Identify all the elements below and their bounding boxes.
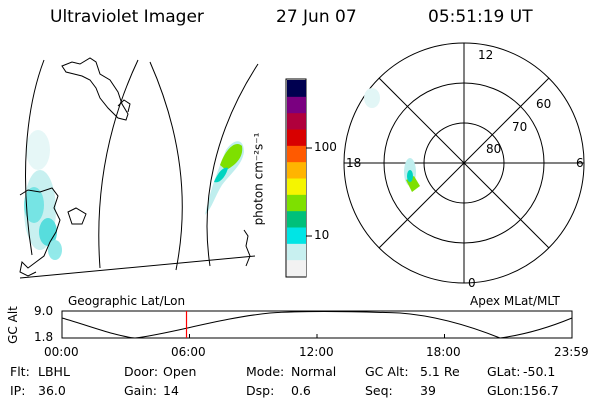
info-value: Normal <box>291 364 337 379</box>
altitude-xtick: 00:00 <box>44 345 79 359</box>
coastline-antarctica <box>19 187 61 277</box>
mlt-label-18: 18 <box>346 156 362 170</box>
altitude-curve <box>61 311 573 339</box>
info-value: 156.7 <box>523 383 559 398</box>
info-value: Open <box>163 364 197 379</box>
colorbar-step <box>287 178 306 195</box>
info-value: 5.1 Re <box>420 364 460 379</box>
colorbar-step <box>287 194 306 212</box>
mlt-label-12: 12 <box>478 48 494 62</box>
mlt-label-6: 6 <box>576 156 584 170</box>
geographic-map-label: Geographic Lat/Lon <box>68 294 186 308</box>
info-value: -50.1 <box>523 364 556 379</box>
colorbar-step <box>287 80 306 97</box>
colorbar-step <box>287 259 306 277</box>
uv-emission-polar <box>364 88 420 192</box>
info-label: Gain: <box>124 383 157 398</box>
altitude-ytick-high: 9.0 <box>34 304 54 318</box>
colorbar-unit-label: photon cm⁻²s⁻¹ <box>251 132 266 226</box>
altitude-xtick: 06:00 <box>171 345 206 359</box>
altitude-plot <box>61 310 573 339</box>
colorbar-step <box>287 96 306 114</box>
info-label: GC Alt: <box>365 364 409 379</box>
info-label: IP: <box>10 383 26 398</box>
colorbar-step <box>287 227 306 244</box>
lat-label-70: 70 <box>512 120 528 134</box>
info-value: 36.0 <box>38 383 66 398</box>
colorbar <box>285 78 312 278</box>
polar-plot <box>343 42 585 284</box>
altitude-xtick: 23:59 <box>554 345 589 359</box>
coastline-nz <box>61 57 129 121</box>
info-label: Seq: <box>365 383 393 398</box>
info-value: 39 <box>420 383 436 398</box>
geographic-map <box>19 57 259 279</box>
uv-emission-right <box>205 141 244 215</box>
info-label: Dsp: <box>246 383 275 398</box>
colorbar-tick-10: 10 <box>314 228 330 242</box>
info-label: Door: <box>124 364 159 379</box>
colorbar-step <box>287 243 306 261</box>
info-value: LBHL <box>38 364 70 379</box>
lat-label-60: 60 <box>536 97 552 111</box>
info-label: GLat: <box>487 364 521 379</box>
altitude-xtick: 12:00 <box>299 345 334 359</box>
colorbar-tick-100: 100 <box>314 140 337 154</box>
info-value: 14 <box>163 383 179 398</box>
info-label: Flt: <box>10 364 30 379</box>
polar-plot-label: Apex MLat/MLT <box>470 294 560 308</box>
info-value: 0.6 <box>291 383 311 398</box>
uv-emission-left <box>24 130 62 260</box>
time-label: 05:51:19 UT <box>428 7 533 27</box>
date-label: 27 Jun 07 <box>276 7 357 27</box>
colorbar-step <box>287 161 306 179</box>
colorbar-step <box>287 112 306 130</box>
colorbar-step <box>287 129 306 146</box>
colorbar-step <box>287 210 306 228</box>
colorbar-step <box>287 145 306 163</box>
instrument-title: Ultraviolet Imager <box>50 7 204 27</box>
info-label: GLon: <box>487 383 524 398</box>
lat-label-80: 80 <box>486 142 502 156</box>
altitude-ytick-low: 1.8 <box>34 330 54 344</box>
mlt-label-0: 0 <box>468 276 476 290</box>
altitude-ylabel: GC Alt <box>5 306 20 344</box>
info-label: Mode: <box>246 364 285 379</box>
altitude-xtick: 18:00 <box>426 345 461 359</box>
